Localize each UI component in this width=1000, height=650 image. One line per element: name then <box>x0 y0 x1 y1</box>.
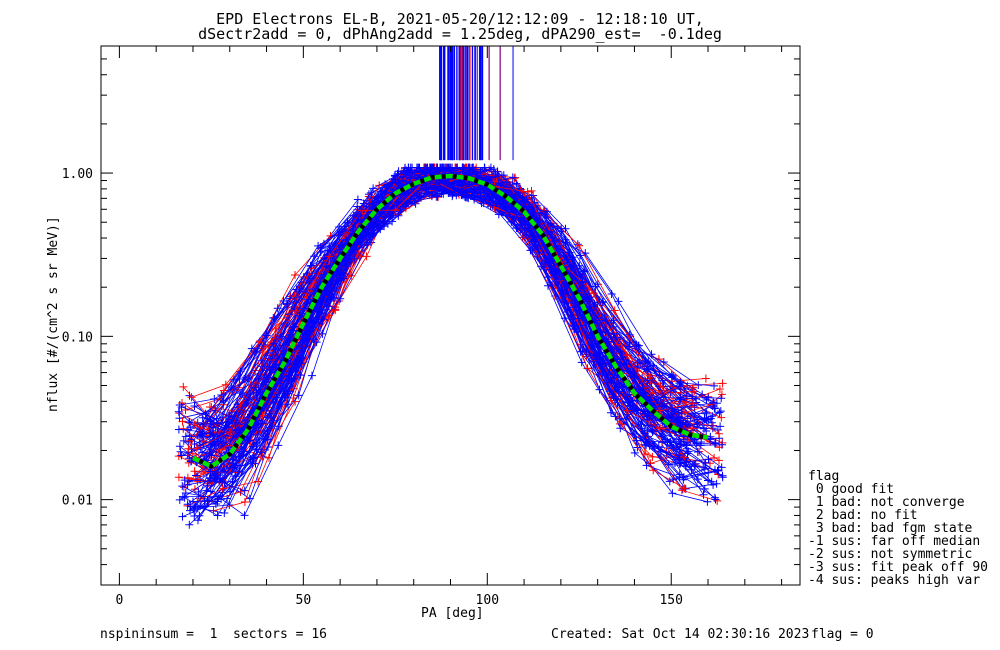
footer-flag: flag = 0 <box>811 627 874 642</box>
spectrum-line <box>209 167 713 455</box>
spectrum-markers <box>185 174 687 463</box>
spectrum-line <box>194 167 701 507</box>
x-tick-label: 150 <box>659 593 682 608</box>
chart-subtitle: dSectr2add = 0, dPhAng2add = 1.25deg, dP… <box>198 25 722 43</box>
spectrum-line <box>213 167 715 438</box>
spectrum-line <box>206 170 706 464</box>
x-tick-label: 100 <box>476 593 499 608</box>
legend-item: -1 sus: far off median <box>808 534 981 549</box>
fit-curve <box>192 173 709 469</box>
y-tick-label: 0.01 <box>62 494 93 509</box>
spectrum-markers <box>194 163 723 496</box>
y-tick-label: 0.10 <box>62 330 93 345</box>
footer-created: Created: Sat Oct 14 02:30:16 2023 <box>551 627 810 642</box>
legend-item: 2 bad: no fit <box>808 508 918 523</box>
legend-item: -3 sus: fit peak off 90 <box>808 560 989 575</box>
flag-legend: flag 0 good fit 1 bad: not converge 2 ba… <box>808 470 988 587</box>
x-tick-label: 50 <box>296 593 312 608</box>
spectrum-line <box>184 184 704 482</box>
x-axis-label: PA [deg] <box>421 606 484 621</box>
spectrum-line <box>206 167 709 491</box>
chart-title: EPD Electrons EL-B, 2021-05-20/12:12:09 … <box>216 10 704 28</box>
legend-item: 1 bad: not converge <box>808 495 965 510</box>
legend-item: 0 good fit <box>808 482 895 497</box>
footer-nspin: nspininsum = 1 sectors = 16 <box>100 627 327 642</box>
spectrum-line <box>198 167 719 493</box>
legend-header: flag <box>808 469 840 484</box>
spectrum-line <box>189 167 712 511</box>
spectrum-line <box>196 177 694 459</box>
spectrum-line <box>210 169 723 492</box>
legend-item: -4 sus: peaks high var <box>808 573 981 588</box>
y-tick-label: 1.00 <box>62 167 93 182</box>
spectrum-line <box>199 167 722 516</box>
spectrum-line <box>191 167 681 457</box>
spectrum-line <box>185 182 707 438</box>
spectrum-line <box>202 167 697 431</box>
spectrum-line <box>200 170 693 434</box>
legend-item: -2 sus: not symmetric <box>808 547 973 562</box>
y-axis-label: nflux [#/(cm^2 s sr MeV)] <box>46 216 61 412</box>
x-tick-label: 0 <box>115 593 123 608</box>
legend-item: 3 bad: bad fgm state <box>808 521 973 536</box>
spectrum-line <box>187 167 680 486</box>
